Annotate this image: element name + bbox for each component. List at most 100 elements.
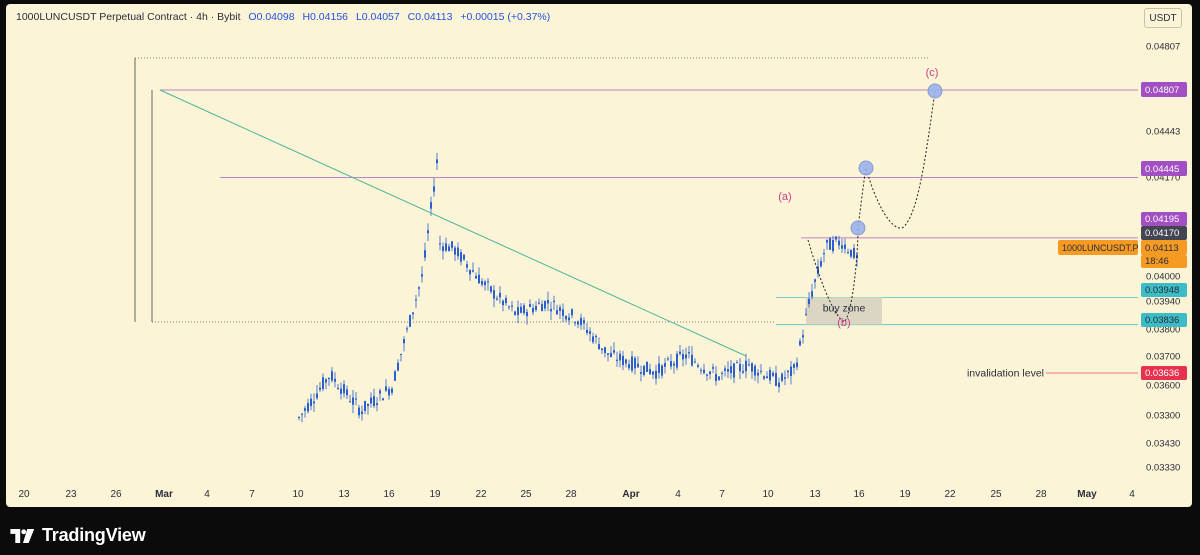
candle-body [556,310,558,315]
candle-body [733,363,735,378]
x-axis-label: 10 [292,489,304,500]
candle-body [526,311,528,317]
candle-body [403,339,405,344]
badge-0-04170: 0.04170 [1145,228,1179,239]
candle-body [811,291,813,297]
candle-body [820,260,822,267]
candle-body [580,317,582,326]
candle-body [391,388,393,393]
candle-body [508,306,510,308]
candle-body [457,247,459,257]
candle-body [406,328,408,330]
candle-body [532,307,534,313]
candle-body [571,309,573,316]
candle-body [502,300,504,306]
candle-body [448,246,450,252]
tradingview-brand: TradingView [42,525,146,545]
candle-body [754,365,756,376]
candle-body [805,314,807,316]
candle-body [631,356,633,371]
badge-0-03636: 0.03636 [1145,368,1179,379]
candle-body [607,353,609,355]
badge-last-price-bg [1141,240,1187,255]
buy-zone-label: buy zone [823,303,866,315]
candle-body [409,315,411,327]
candle-body [451,241,453,248]
candle-body [691,354,693,366]
x-axis-label: 7 [719,489,725,500]
candle-body [328,378,330,380]
candle-body [583,320,585,324]
candle-body [487,281,489,283]
ohlc-open: O0.04098 [248,11,295,23]
candle-body [478,274,480,284]
candle-body [310,398,312,407]
badge-0-04170-bg [1141,226,1187,240]
candle-body [658,363,660,373]
candle-body [352,397,354,405]
badge-0-03836-bg [1141,313,1187,327]
x-axis-label: 20 [18,489,30,500]
x-axis-label: 22 [475,489,487,500]
candle-body [784,377,786,379]
candle-body [649,369,651,374]
candle-body [397,362,399,371]
candle-body [616,359,618,361]
candle-body [625,359,627,364]
candle-body [490,286,492,292]
candle-body [436,159,438,164]
candle-body [790,366,792,376]
x-axis-label: 10 [762,489,774,500]
candle-body [706,374,708,376]
tradingview-logo[interactable]: TradingView [10,525,146,546]
candle-body [493,290,495,299]
candle-body [370,397,372,404]
candle-body [778,382,780,388]
candle-body [634,358,636,369]
y-axis-label: 0.03300 [1146,411,1180,422]
candle-body [454,247,456,255]
candle-body [589,331,591,334]
candle-body [472,270,474,272]
candle-body [601,348,603,351]
x-axis-label: 4 [204,489,210,500]
candle-body [748,364,750,366]
candle-body [712,367,714,369]
candle-body [673,363,675,366]
price-chart[interactable]: 0.04807 0.04443 0.04170 0.04000 0.03940 0.038… [6,4,1192,507]
tradingview-logo-icon [10,528,35,543]
candle-body [670,361,672,367]
badge-0-04445-bg [1141,161,1187,176]
candle-body [481,280,483,285]
candle-body [826,239,828,243]
candle-body [361,411,363,415]
candle-body [745,360,747,372]
candle-body [793,364,795,368]
candle-body [505,297,507,304]
x-axis-label: 25 [520,489,532,500]
candle-body [424,250,426,258]
candle-body [394,371,396,381]
candle-body [442,246,444,251]
candle-body [559,307,561,311]
trend-line [159,89,747,357]
candle-body [808,298,810,305]
candle-body [415,299,417,301]
candle-body [445,243,447,251]
x-axis-label: 25 [990,489,1002,500]
candle-body [544,300,546,309]
candle-body [463,254,465,260]
candle-body [517,307,519,316]
candle-body [709,371,711,375]
candle-body [430,202,432,209]
currency-button[interactable]: USDT [1144,8,1182,28]
candle-body [628,364,630,369]
candle-body [535,305,537,310]
y-axis-label: 0.03940 [1146,297,1180,308]
candle-body [787,370,789,373]
candle-body [655,370,657,379]
candle-body [313,401,315,404]
symbol-title[interactable]: 1000LUNCUSDT Perpetual Contract · 4h · B… [16,11,241,23]
candle-body [499,292,501,298]
candle-body [529,304,531,307]
